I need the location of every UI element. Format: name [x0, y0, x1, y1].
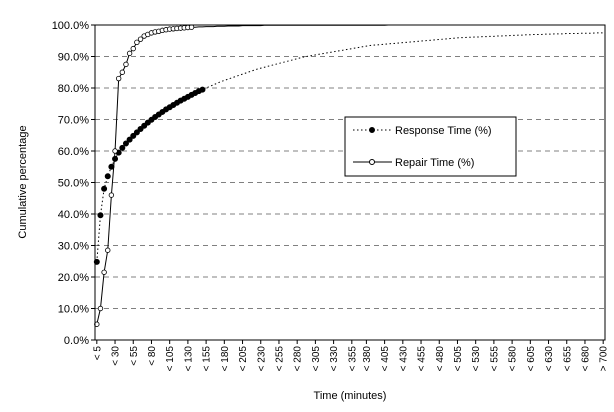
series-response-time — [93, 32, 604, 265]
data-point — [105, 247, 111, 253]
data-point — [119, 69, 126, 75]
y-tick-label: 60.0% — [58, 146, 89, 158]
y-tick-labels: 0.0% 10.0% 20.0% 30.0% 40.0% 50.0% 60.0% 70.0% 8… — [52, 20, 95, 347]
x-tick-label: < 205 — [238, 346, 249, 372]
x-tick-label: < 280 — [293, 346, 304, 372]
data-point — [199, 86, 206, 93]
data-point — [188, 24, 195, 30]
x-tick-label: < 380 — [362, 346, 373, 372]
y-tick-label: 50.0% — [58, 178, 89, 190]
y-tick-label: 100.0% — [52, 20, 90, 32]
data-point — [108, 192, 115, 198]
legend-item-repair: Repair Time (%) — [353, 157, 474, 169]
x-tick-label: < 455 — [417, 346, 428, 372]
y-tick-label: 40.0% — [58, 209, 89, 221]
plot-area-border — [94, 24, 606, 341]
y-tick-label: 70.0% — [58, 115, 89, 127]
x-tick-label: < 130 — [183, 346, 194, 372]
x-tick-label: < 580 — [508, 346, 519, 372]
y-tick-label: 80.0% — [58, 83, 89, 95]
data-point — [122, 140, 129, 147]
data-point — [93, 258, 100, 265]
data-point — [126, 136, 133, 143]
y-tick-label: 90.0% — [58, 52, 89, 64]
x-tick-label: < 105 — [165, 346, 176, 372]
x-tick-label: > 700 — [599, 346, 610, 372]
x-tick-label: < 480 — [435, 346, 446, 372]
x-tick-label: < 155 — [202, 346, 213, 372]
legend-marker-response — [369, 127, 375, 133]
x-axis-title: Time (minutes) — [314, 390, 387, 402]
legend-label-response: Response Time (%) — [395, 125, 492, 137]
x-tick-label: < 80 — [147, 346, 158, 366]
legend-label-repair: Repair Time (%) — [395, 157, 474, 169]
x-tick-label: < 30 — [111, 346, 122, 366]
x-tick-labels: < 5 < 30 < 55 < 80 < 105 < 130 < 155 < 180 < 205… — [92, 340, 610, 372]
x-tick-label: < 530 — [471, 346, 482, 372]
x-tick-label: < 330 — [329, 346, 340, 372]
legend: Response Time (%) Repair Time (%) — [344, 116, 517, 177]
data-point — [130, 45, 136, 52]
x-tick-label: < 630 — [544, 346, 555, 372]
x-tick-label: < 230 — [256, 346, 267, 372]
y-tick-label: 0.0% — [64, 335, 89, 347]
data-point — [101, 185, 108, 192]
legend-item-response: Response Time (%) — [353, 125, 492, 137]
x-tick-label: < 180 — [220, 346, 231, 372]
x-tick-label: < 505 — [453, 346, 464, 372]
data-point — [97, 212, 104, 219]
data-point — [130, 132, 137, 139]
x-tick-label: < 55 — [129, 346, 140, 366]
y-tick-label: 30.0% — [58, 241, 89, 253]
data-point — [137, 36, 144, 42]
series-line — [96, 32, 604, 262]
legend-marker-repair — [369, 159, 375, 165]
data-point — [123, 61, 129, 68]
data-point — [112, 148, 118, 154]
legend-box — [344, 116, 517, 177]
data-point — [101, 269, 107, 275]
x-tick-label: < 655 — [562, 346, 573, 372]
data-point — [126, 50, 133, 57]
data-point — [97, 305, 104, 312]
y-tick-label: 20.0% — [58, 272, 89, 284]
x-tick-label: < 305 — [311, 346, 322, 372]
y-tick-label: 10.0% — [58, 304, 89, 316]
y-axis-title: Cumulative percentage — [17, 125, 29, 238]
data-point — [133, 129, 140, 136]
data-point — [134, 39, 140, 46]
x-tick-label: < 5 — [92, 346, 103, 361]
data-point — [115, 75, 122, 82]
x-tick-label: < 680 — [580, 346, 591, 372]
x-tick-label: < 605 — [526, 346, 537, 372]
x-tick-label: < 405 — [380, 346, 391, 372]
data-point — [119, 144, 126, 151]
x-tick-label: < 255 — [274, 346, 285, 372]
x-tick-label: < 355 — [347, 346, 358, 372]
data-point — [104, 173, 111, 180]
x-tick-label: < 430 — [398, 346, 409, 372]
x-tick-label: < 555 — [489, 346, 500, 372]
